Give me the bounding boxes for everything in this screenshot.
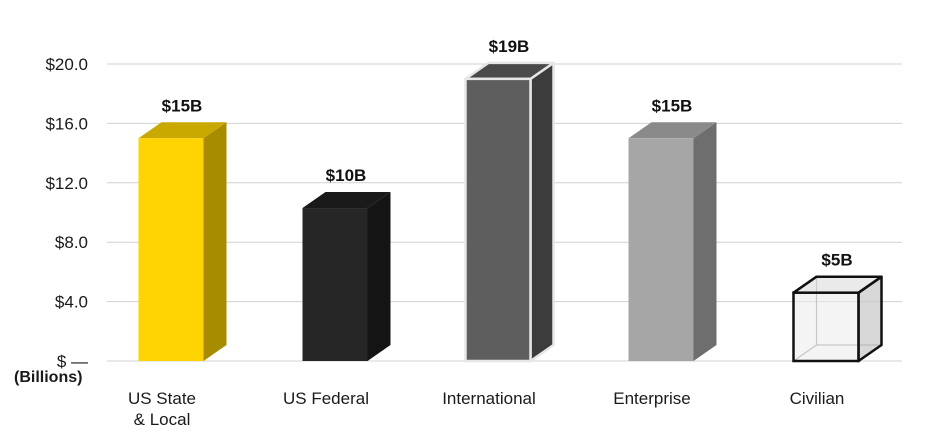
- bar-front: [792, 291, 860, 363]
- bar-front: [628, 138, 694, 361]
- y-tick-label: $12.0: [45, 174, 88, 193]
- category-label: Enterprise: [613, 389, 690, 408]
- bar: [464, 61, 555, 363]
- category-label: International: [442, 389, 536, 408]
- data-label: $15B: [162, 96, 203, 115]
- data-label: $5B: [821, 251, 852, 270]
- bar-top: [138, 122, 227, 139]
- data-labels: $15B $10B $19B $15B $5B: [162, 37, 853, 270]
- bar-top: [628, 122, 717, 139]
- bar-top: [302, 192, 391, 209]
- y-axis-unit-label: (Billions): [14, 369, 82, 386]
- y-axis-ticks: $ — $4.0 $8.0 $12.0 $16.0 $20.0: [45, 55, 88, 371]
- bar-side: [203, 122, 227, 361]
- data-label: $10B: [326, 166, 367, 185]
- y-tick-label: $20.0: [45, 55, 88, 74]
- bar-side: [529, 61, 555, 363]
- y-tick-label: $16.0: [45, 114, 88, 133]
- bars: [138, 61, 883, 363]
- bar-front: [138, 138, 204, 361]
- data-label: $19B: [489, 37, 530, 56]
- bar-front: [302, 208, 368, 361]
- category-label: US State: [128, 389, 196, 408]
- bar-side: [367, 192, 391, 361]
- category-label: & Local: [134, 410, 191, 429]
- y-tick-label: $4.0: [55, 293, 88, 312]
- bar-front: [464, 77, 532, 363]
- bar: [628, 122, 717, 361]
- category-label: US Federal: [283, 389, 369, 408]
- data-label: $15B: [652, 96, 693, 115]
- bar-side: [693, 122, 717, 361]
- bar: [302, 192, 391, 361]
- bar: [792, 275, 883, 363]
- y-tick-label: $8.0: [55, 233, 88, 252]
- y-tick-label: $ —: [57, 352, 88, 371]
- bar: [138, 122, 227, 361]
- x-axis-categories: US State & Local US Federal International En…: [128, 389, 844, 429]
- category-label: Civilian: [790, 389, 845, 408]
